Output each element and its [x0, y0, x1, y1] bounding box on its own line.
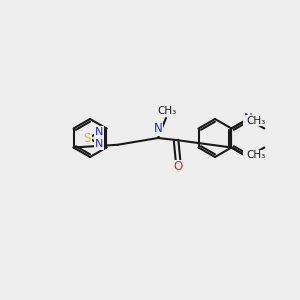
- Text: N: N: [95, 127, 103, 137]
- Text: O: O: [173, 160, 183, 173]
- Text: N: N: [244, 151, 252, 164]
- Text: CH₃: CH₃: [246, 151, 265, 160]
- Text: CH₃: CH₃: [246, 116, 265, 125]
- Text: N: N: [154, 122, 162, 136]
- Text: CH₃: CH₃: [158, 106, 177, 116]
- Text: N: N: [95, 139, 103, 149]
- Text: S: S: [84, 131, 91, 145]
- Text: N: N: [244, 112, 252, 125]
